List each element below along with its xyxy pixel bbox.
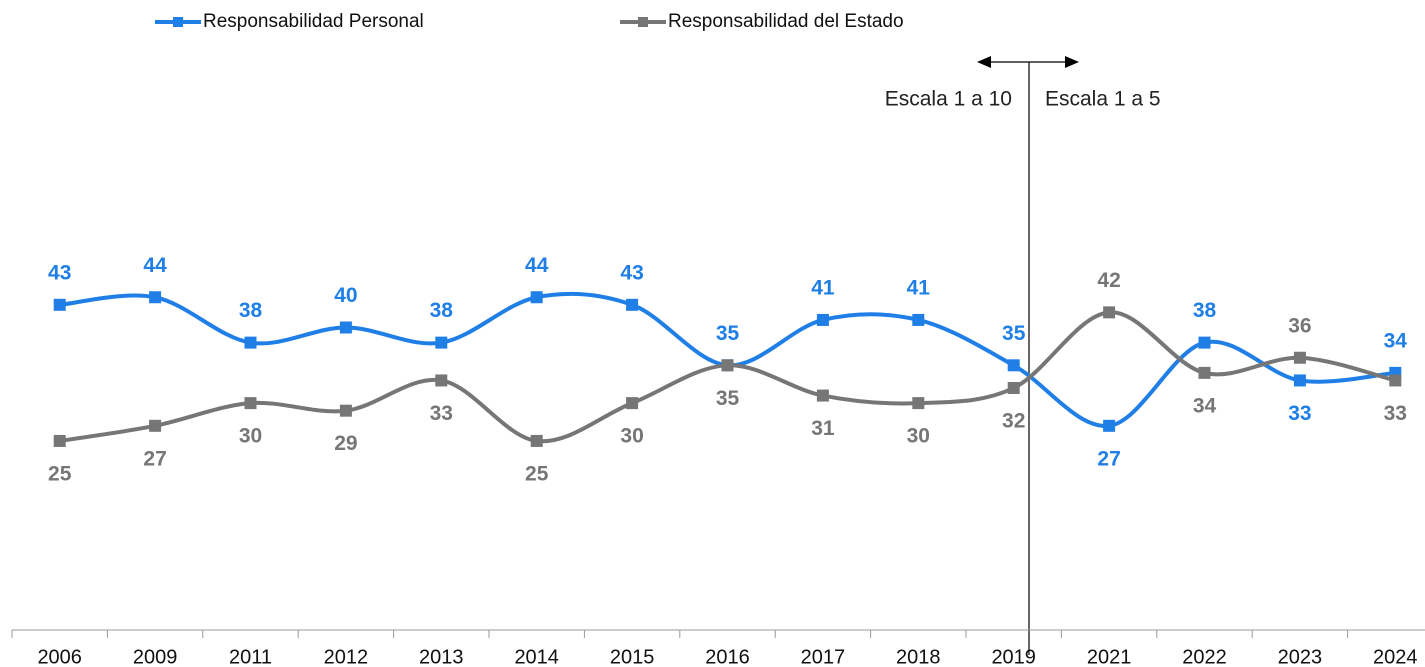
- marker: [1103, 306, 1116, 319]
- data-label: 40: [334, 284, 357, 307]
- data-label: 25: [48, 462, 72, 485]
- x-tick-label: 2016: [705, 646, 750, 667]
- data-label: 36: [1288, 314, 1311, 337]
- marker: [149, 291, 162, 304]
- data-label: 41: [907, 276, 931, 299]
- marker: [912, 397, 925, 410]
- marker: [1389, 374, 1402, 387]
- arrow-head: [1065, 56, 1079, 68]
- x-tick-label: 2015: [610, 646, 655, 667]
- x-tick-label: 2019: [991, 646, 1036, 667]
- marker: [912, 313, 925, 326]
- marker: [339, 404, 352, 417]
- x-tick-label: 2006: [37, 646, 82, 667]
- marker: [339, 321, 352, 334]
- data-label: 35: [716, 322, 740, 345]
- data-label: 38: [1193, 299, 1217, 322]
- data-label: 34: [1193, 394, 1217, 417]
- marker: [1007, 359, 1020, 372]
- data-label: 33: [1384, 402, 1407, 425]
- data-label: 30: [907, 425, 930, 448]
- data-label: 33: [1288, 402, 1311, 425]
- x-tick-label: 2009: [133, 646, 178, 667]
- x-tick-label: 2022: [1182, 646, 1227, 667]
- legend-marker: [173, 17, 183, 27]
- x-tick-label: 2014: [514, 646, 559, 667]
- data-label: 35: [1002, 322, 1026, 345]
- data-label: 44: [143, 254, 167, 277]
- annotation: Escala 1 a 5: [1045, 88, 1161, 111]
- data-label: 27: [143, 447, 166, 470]
- data-label: 44: [525, 254, 549, 277]
- data-label: 38: [239, 299, 263, 322]
- marker: [1198, 366, 1211, 379]
- data-label: 35: [716, 387, 740, 410]
- legend-marker: [638, 17, 648, 27]
- data-label: 34: [1384, 329, 1408, 352]
- marker: [149, 419, 162, 432]
- x-tick-label: 2012: [324, 646, 369, 667]
- x-tick-label: 2011: [229, 646, 272, 667]
- data-label: 30: [239, 425, 262, 448]
- arrow-head: [977, 56, 991, 68]
- data-label: 29: [334, 432, 357, 455]
- data-label: 31: [811, 417, 835, 440]
- x-tick-label: 2013: [419, 646, 464, 667]
- marker: [53, 298, 66, 311]
- annotation: Escala 1 a 10: [885, 88, 1012, 111]
- x-tick-label: 2023: [1278, 646, 1323, 667]
- marker: [435, 336, 448, 349]
- marker: [1198, 336, 1211, 349]
- marker: [721, 359, 734, 372]
- marker: [435, 374, 448, 387]
- marker: [53, 434, 66, 447]
- marker: [1103, 419, 1116, 432]
- data-label: 30: [620, 425, 643, 448]
- data-label: 33: [430, 402, 453, 425]
- marker: [626, 298, 639, 311]
- marker: [530, 434, 543, 447]
- data-label: 25: [525, 462, 549, 485]
- marker: [626, 397, 639, 410]
- marker: [530, 291, 543, 304]
- marker: [816, 313, 829, 326]
- data-label: 42: [1097, 269, 1120, 292]
- x-tick-label: 2018: [896, 646, 941, 667]
- marker: [244, 336, 257, 349]
- data-label: 41: [811, 276, 835, 299]
- x-tick-label: 2024: [1373, 646, 1418, 667]
- data-label: 43: [48, 261, 71, 284]
- legend-label: Responsabilidad Personal: [203, 11, 424, 32]
- x-tick-label: 2021: [1087, 646, 1132, 667]
- data-label: 32: [1002, 410, 1025, 433]
- data-label: 27: [1097, 447, 1120, 470]
- marker: [1293, 374, 1306, 387]
- x-tick-label: 2017: [801, 646, 846, 667]
- marker: [1007, 382, 1020, 394]
- legend-label: Responsabilidad del Estado: [668, 11, 904, 32]
- marker: [244, 397, 257, 410]
- marker: [816, 389, 829, 402]
- data-label: 43: [620, 261, 643, 284]
- marker: [1293, 351, 1306, 364]
- data-label: 38: [430, 299, 454, 322]
